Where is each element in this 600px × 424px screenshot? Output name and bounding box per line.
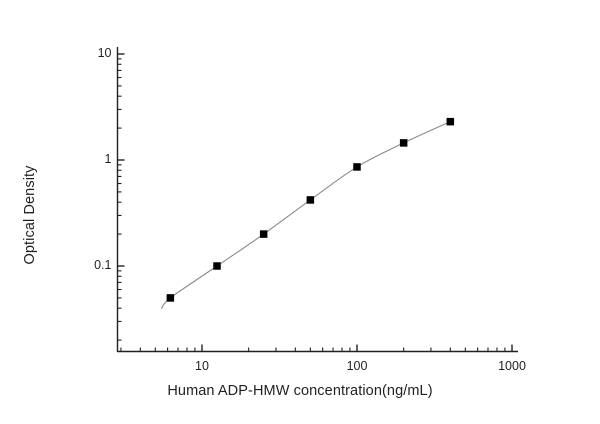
data-point xyxy=(306,196,315,204)
data-point xyxy=(259,230,268,238)
x-tick-label: 10 xyxy=(195,358,209,373)
y-tick-label: 10 xyxy=(97,46,112,60)
x-axis-ticks xyxy=(120,344,513,352)
data-point xyxy=(166,294,175,302)
axis-lines xyxy=(116,47,518,353)
data-point xyxy=(353,163,361,171)
x-axis-title: Human ADP-HMW concentration(ng/mL) xyxy=(167,383,433,399)
data-point xyxy=(446,117,455,126)
x-tick-label: 100 xyxy=(346,358,368,373)
fit-curve xyxy=(160,121,451,310)
data-point xyxy=(399,139,408,147)
x-tick-label: 1000 xyxy=(498,358,526,373)
y-axis-ticks xyxy=(117,53,125,341)
data-point xyxy=(213,262,221,270)
data-point-markers xyxy=(166,117,455,302)
y-tick-label: 0.1 xyxy=(94,258,112,272)
y-tick-label: 1 xyxy=(104,152,112,166)
y-axis-title: Optical Density xyxy=(22,165,38,265)
